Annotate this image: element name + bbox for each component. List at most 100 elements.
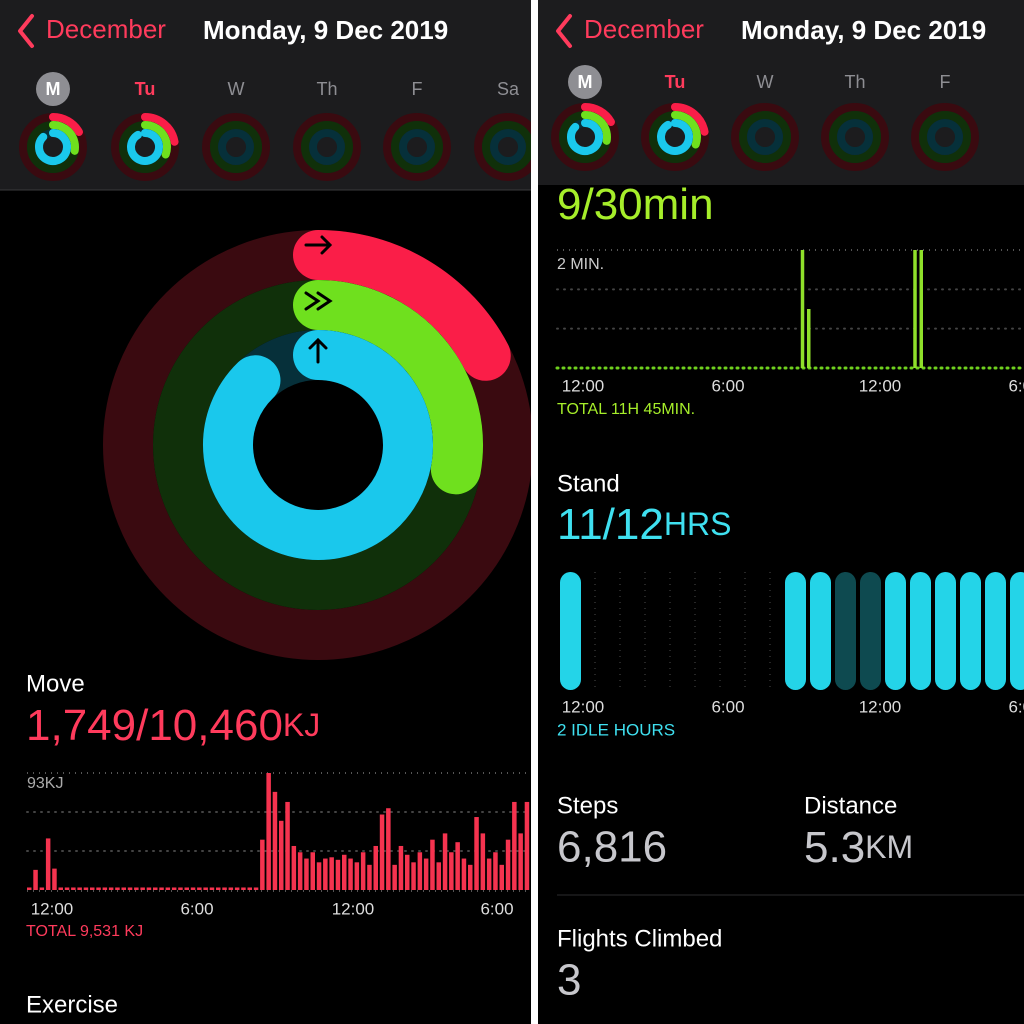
bar (493, 852, 498, 890)
day-label[interactable]: M (46, 79, 61, 99)
bar (405, 854, 410, 890)
bar (919, 250, 923, 368)
bar (64, 887, 70, 890)
bar (807, 309, 811, 368)
ring-progress (567, 119, 603, 155)
ring-progress (581, 111, 611, 145)
bar (512, 801, 517, 890)
bar (96, 887, 101, 890)
ring-progress (203, 330, 433, 560)
stand-bar (810, 572, 831, 690)
ring-progress (671, 111, 701, 149)
day-label[interactable]: Th (316, 79, 337, 99)
ring-progress (581, 103, 615, 126)
total-label: TOTAL 11H 45MIN. (557, 401, 695, 418)
bar (499, 864, 504, 890)
bar (379, 814, 385, 890)
unit: KM (865, 829, 913, 865)
bar (913, 250, 917, 368)
stand-bar (785, 572, 806, 690)
flights-label: Flights Climbed (557, 925, 722, 952)
back-label[interactable]: December (46, 14, 166, 44)
stand-value: 11/12HRS (557, 500, 731, 549)
bar (153, 887, 158, 890)
bar (234, 887, 240, 890)
ring-track (391, 121, 443, 173)
flights-value: 3 (557, 956, 581, 1005)
stand-bar (935, 572, 956, 690)
left-panel: December Monday, 9 Dec 2019 M Tu W Th F Sa Move 1… (0, 0, 531, 1024)
bar (115, 887, 120, 890)
bar (159, 887, 164, 890)
day-label[interactable]: Tu (135, 79, 156, 99)
bar (455, 842, 460, 890)
back-label[interactable]: December (584, 14, 704, 44)
value: 9/30 (557, 180, 643, 229)
ring-track (399, 129, 435, 165)
day-label[interactable]: F (412, 79, 423, 99)
x-tick-label: 12:00 (859, 697, 902, 716)
bar (329, 857, 334, 890)
bar (398, 845, 404, 890)
ring-progress (293, 280, 483, 495)
ring-track (927, 119, 963, 155)
day-label[interactable]: F (940, 72, 951, 92)
ring-arrow (308, 337, 328, 364)
unit: KJ (283, 707, 320, 743)
bar (52, 868, 57, 890)
day-label[interactable]: W (757, 72, 774, 92)
bar (171, 887, 177, 890)
stand-bar (860, 572, 881, 690)
ring-progress (293, 230, 511, 381)
x-tick-label: 12:00 (332, 899, 375, 918)
y-max-label: 2 MIN. (557, 256, 604, 273)
idle-label: 2 IDLE HOURS (557, 720, 675, 739)
ring-track (210, 121, 262, 173)
bar (203, 887, 208, 890)
bar (279, 820, 284, 890)
back-chevron[interactable] (18, 14, 34, 48)
bar (360, 852, 366, 890)
bar (423, 858, 429, 890)
day-selected (36, 72, 70, 106)
x-tick-label: 6:00 (1008, 376, 1024, 395)
bar (216, 887, 221, 890)
ring-arrow (304, 291, 333, 311)
stand-bar (1010, 572, 1024, 690)
bar (800, 250, 805, 368)
bar (102, 887, 108, 890)
bar (449, 852, 454, 890)
bar (127, 887, 133, 890)
x-tick-label: 12:00 (562, 697, 605, 716)
ring-track (202, 113, 270, 181)
ring-track (919, 111, 971, 163)
day-label[interactable]: M (578, 72, 593, 92)
bar (304, 858, 309, 890)
day-label[interactable]: Tu (665, 72, 686, 92)
bar (461, 858, 467, 890)
bar (417, 852, 423, 890)
bar (367, 864, 372, 890)
bar (505, 839, 511, 890)
ring-track (218, 129, 254, 165)
bar (342, 854, 347, 890)
bar (241, 887, 246, 890)
back-chevron[interactable] (556, 14, 572, 48)
day-label[interactable]: Sa (497, 79, 520, 99)
stand-bar (960, 572, 981, 690)
day-label[interactable]: Th (844, 72, 865, 92)
bar (165, 887, 171, 890)
bar (108, 887, 114, 890)
bar (335, 859, 341, 890)
total-label: TOTAL 9,531 KJ (26, 923, 143, 940)
x-tick-label: 6:00 (711, 697, 744, 716)
ring-track (383, 113, 451, 181)
bar (27, 887, 32, 890)
ring-track (309, 129, 345, 165)
distance-label: Distance (804, 792, 897, 819)
ring-track (739, 111, 791, 163)
day-label[interactable]: W (228, 79, 245, 99)
